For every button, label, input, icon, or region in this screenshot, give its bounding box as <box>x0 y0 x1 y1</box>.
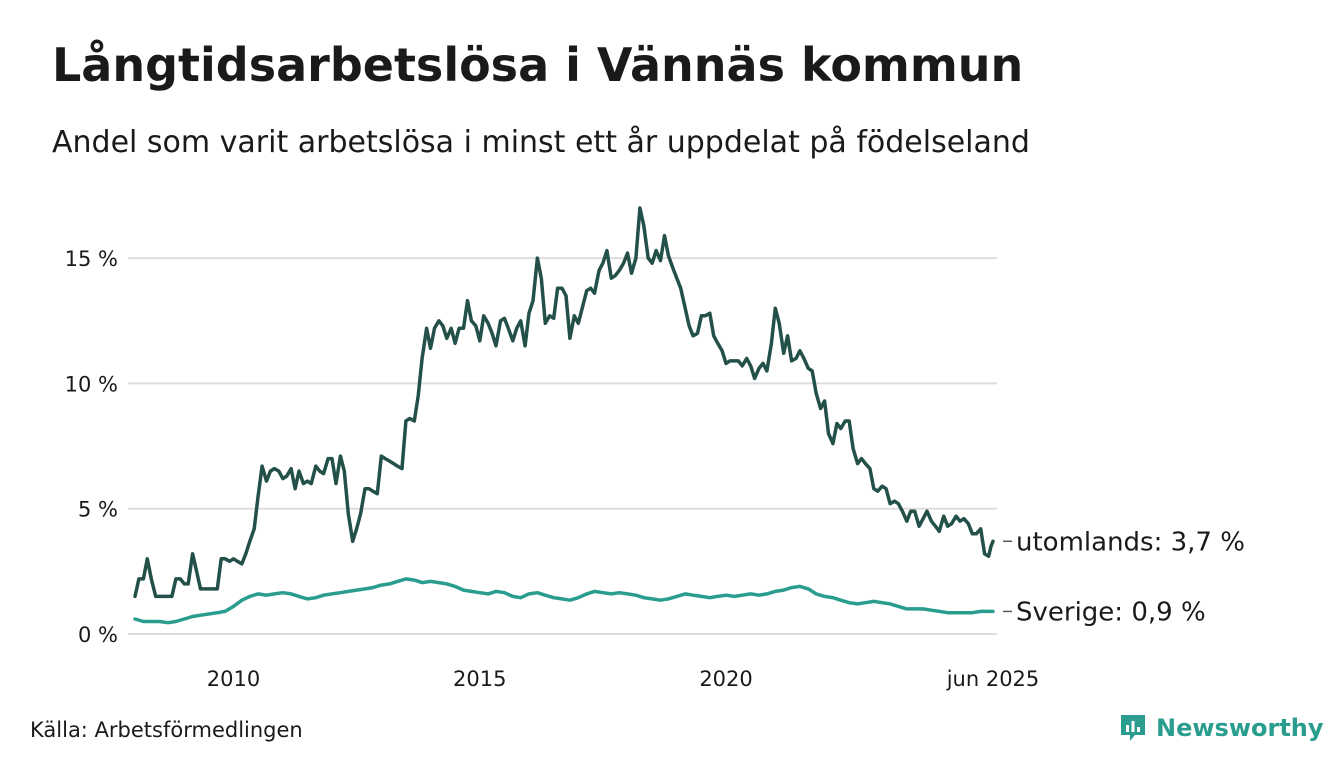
series-end-labels: utomlands: 3,7 % Sverige: 0,9 % <box>1003 527 1245 627</box>
end-label-utomlands: utomlands: 3,7 % <box>1016 527 1245 557</box>
line-chart: 0 % 5 % 10 % 15 % 2010 2015 2020 jun 2025 utom… <box>65 206 1245 691</box>
chart-subtitle: Andel som varit arbetslösa i minst ett å… <box>52 125 1030 160</box>
brand-name: Newsworthy <box>1156 714 1324 742</box>
x-tick-label: 2020 <box>699 667 752 691</box>
chart-title: Långtidsarbetslösa i Vännäs kommun <box>52 38 1024 92</box>
gridlines <box>128 257 997 635</box>
y-tick-label: 0 % <box>78 623 118 647</box>
x-tick-label: 2010 <box>207 667 260 691</box>
y-tick-label: 5 % <box>78 498 118 522</box>
y-tick-label: 10 % <box>65 372 118 396</box>
newsworthy-logo-icon <box>1121 715 1145 741</box>
x-tick-label: jun 2025 <box>946 667 1040 691</box>
x-axis-tick-labels: 2010 2015 2020 jun 2025 <box>207 667 1040 691</box>
series-lines <box>133 206 995 625</box>
y-axis-tick-labels: 0 % 5 % 10 % 15 % <box>65 247 118 647</box>
x-tick-label: 2015 <box>453 667 506 691</box>
series-line-sverige <box>133 577 995 625</box>
y-tick-label: 15 % <box>65 247 118 271</box>
series-line-utomlands <box>133 206 995 599</box>
newsworthy-logo: Newsworthy <box>1118 712 1324 744</box>
end-label-sverige: Sverige: 0,9 % <box>1016 597 1206 627</box>
source-note: Källa: Arbetsförmedlingen <box>30 718 303 742</box>
